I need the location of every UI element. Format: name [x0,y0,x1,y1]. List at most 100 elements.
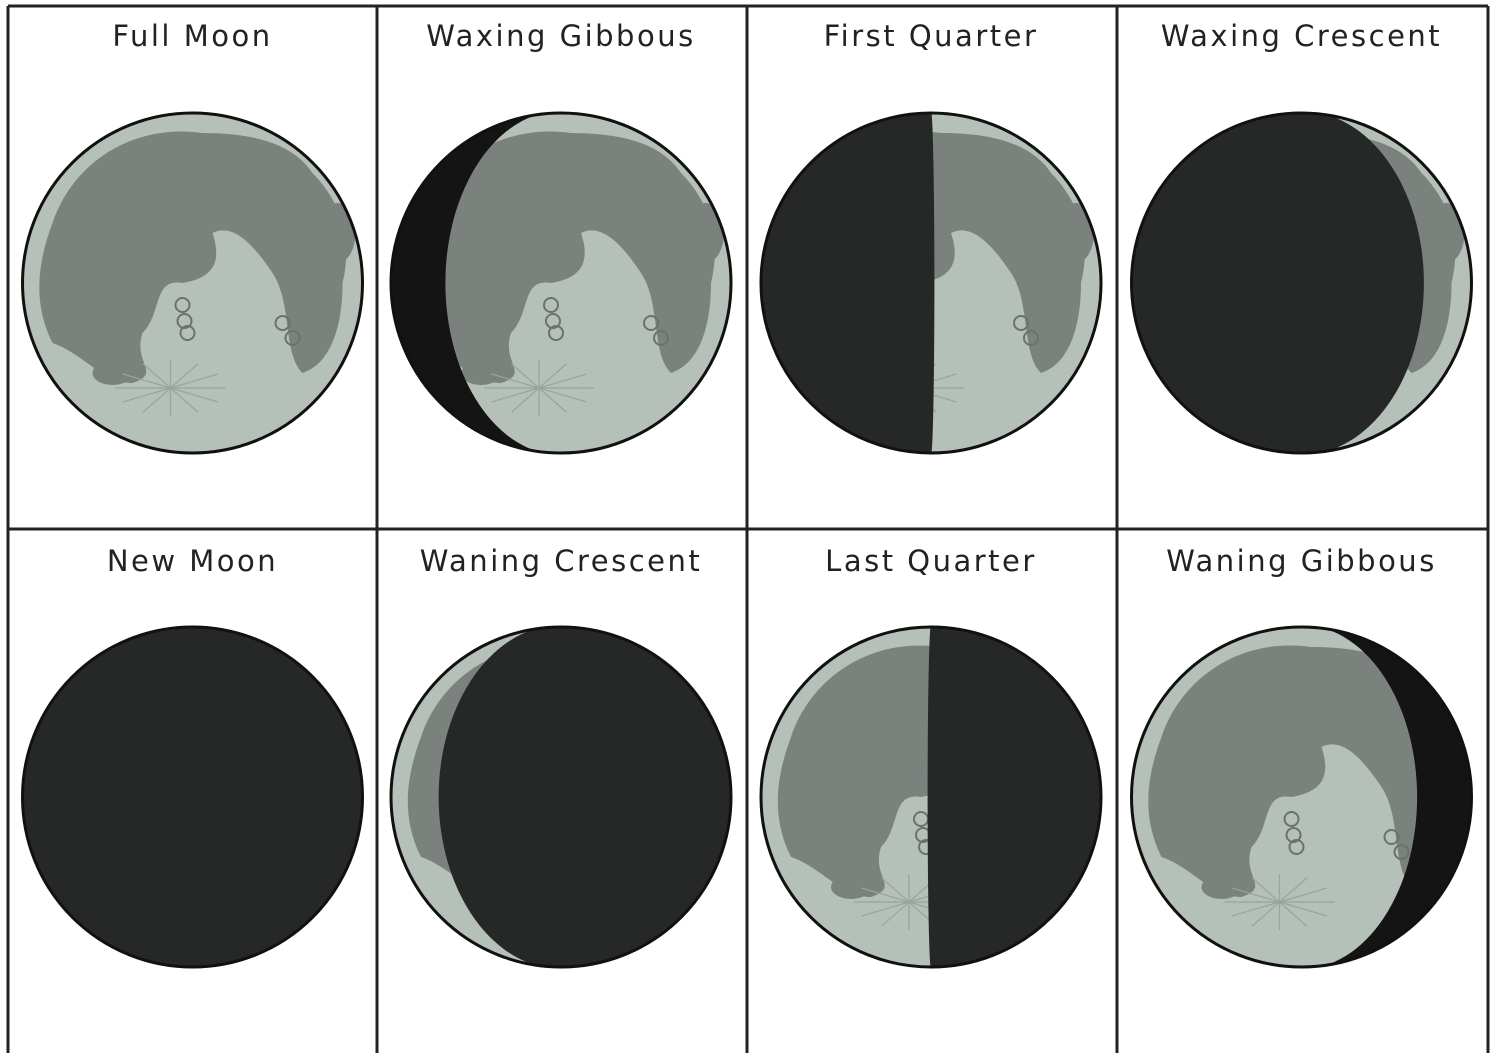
moon-ray [491,373,540,389]
moon-image [389,111,733,455]
moon-maria [407,131,715,383]
cell-title: Waning Gibbous [1166,544,1437,578]
moon-shadow [1131,113,1424,453]
moon-maria [688,203,724,263]
moon-image [759,111,1103,455]
moon-crater [1013,315,1029,331]
moon-ray [538,363,567,389]
moon-body [761,627,1101,967]
moon-ray [1251,901,1280,927]
moon-shadow [761,113,935,453]
moon-image [21,111,364,455]
moon-body [391,113,731,453]
moon-body [1131,113,1472,453]
cell-title: First Quarter [824,19,1039,53]
moon-image [21,625,364,969]
moon-ray [538,387,587,403]
cells: Full Moon Waxing Gibbous First Quarter Waxi… [21,19,1473,969]
moon-ray [1231,887,1280,903]
moon-outline [21,625,364,969]
moon-maria [831,875,871,899]
moon-ray [1279,901,1308,927]
moon-crater [1023,330,1039,346]
moon-shadow [391,113,561,453]
cell: Full Moon [21,19,364,455]
moon-crater [176,313,193,329]
moon-ray [511,387,540,413]
moon-ray [170,373,219,389]
cell: Waxing Gibbous [389,19,733,455]
moon-outline [759,111,1103,455]
moon-body [22,113,363,453]
cell: First Quarter [759,19,1103,455]
moon-ray [861,887,910,903]
moon-crater [1383,829,1400,845]
moon-ray [538,373,587,389]
moon-outline [21,111,364,455]
moon-maria [319,203,356,263]
moon-ray [1279,901,1328,917]
moon-shadow [927,627,1101,967]
cell: Last Quarter [759,544,1103,969]
moon-outline [1130,625,1473,969]
cell-title: New Moon [107,544,278,578]
moon-outline [1130,111,1473,455]
moon-ray [122,373,171,389]
cell-title: Waxing Crescent [1161,19,1442,53]
moon-crater [284,330,301,346]
moon-ray [122,387,171,403]
moon-ray [538,387,567,413]
moon-outline [759,625,1103,969]
moon-ray [170,387,219,403]
moon-image [759,625,1103,969]
moon-shadow [22,627,363,967]
moon-crater [274,315,291,331]
moon-ray [170,387,199,413]
moon-crater [543,297,559,313]
moon-image [389,625,733,969]
cell: Waxing Crescent [1130,19,1473,455]
moon-crater [545,313,561,329]
cell-title: Full Moon [112,19,272,53]
cell: Waning Gibbous [1130,544,1473,969]
moon-crater [1285,827,1302,843]
moon-body [22,627,363,967]
moon-outline [389,625,733,969]
moon-crater [174,297,191,313]
moon-maria [1058,203,1094,263]
moon-ray [881,877,910,903]
moon-crater [653,330,669,346]
moon-body [761,113,1101,453]
moon-crater [179,325,196,341]
moon-ray [511,363,540,389]
moon-shadow [438,627,731,967]
moon-maria [39,131,347,383]
moon-maria [1201,875,1242,899]
cell-title: Last Quarter [825,544,1037,578]
cell: New Moon [21,544,364,969]
moon-shadow [1301,627,1472,967]
moon-crater [1393,844,1410,860]
cell: Waning Crescent [389,544,733,969]
moon-ray [1279,877,1308,903]
moon-maria [1148,645,1456,897]
moon-ray [1231,901,1280,917]
moon-outline [389,111,733,455]
moon-ray [142,387,171,413]
moon-body [391,627,731,967]
moon-ray [491,387,540,403]
cell-title: Waxing Gibbous [426,19,695,53]
moon-image [1130,625,1473,969]
moon-maria [461,361,501,385]
moon-image [1130,111,1473,455]
moon-ray [1251,877,1280,903]
moon-crater [548,325,564,341]
moon-crater [643,315,659,331]
moon-maria [1428,203,1465,263]
moon-crater [1283,811,1300,827]
moon-ray [170,363,199,389]
moon-ray [861,901,910,917]
moon-crater [1288,839,1305,855]
